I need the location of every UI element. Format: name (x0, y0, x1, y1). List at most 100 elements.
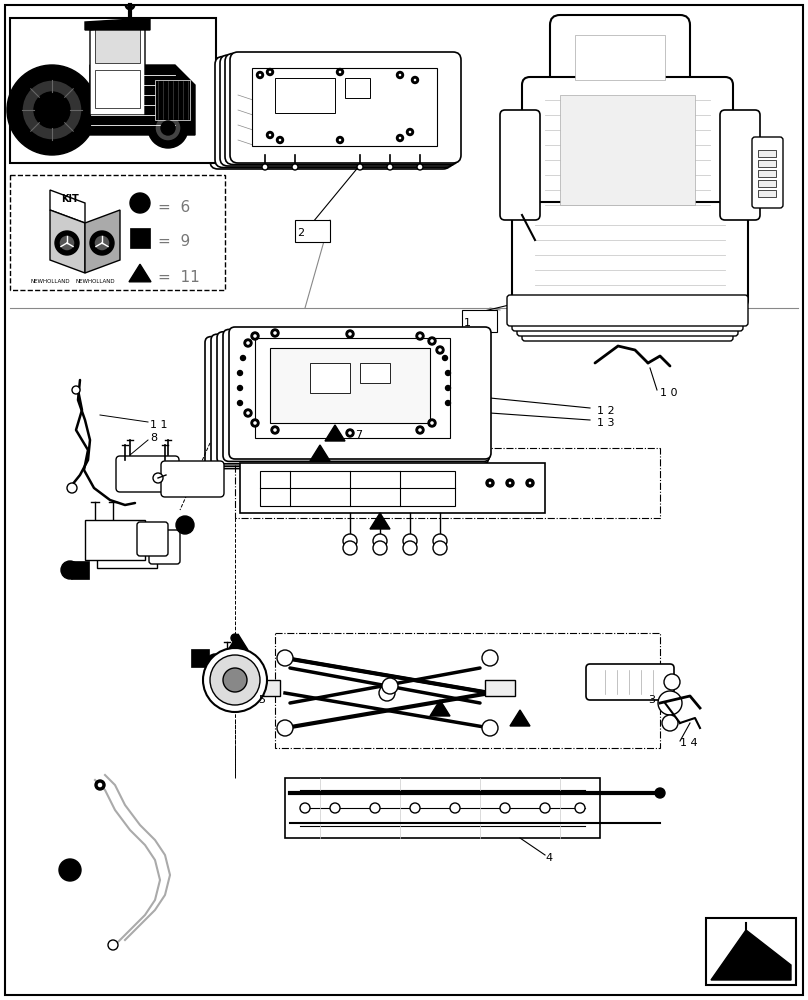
Bar (575, 35, 665, 80)
Bar (97, 528, 157, 568)
Bar (130, 228, 150, 248)
Circle shape (130, 193, 150, 213)
Polygon shape (510, 710, 530, 726)
Bar (270, 348, 430, 423)
FancyBboxPatch shape (512, 202, 748, 308)
Polygon shape (228, 634, 248, 650)
Polygon shape (285, 778, 600, 838)
Circle shape (90, 231, 114, 255)
Polygon shape (310, 445, 330, 461)
Bar (255, 338, 450, 438)
FancyBboxPatch shape (161, 461, 224, 497)
Bar (345, 78, 370, 98)
Circle shape (292, 164, 298, 170)
Text: 4: 4 (545, 853, 552, 863)
FancyBboxPatch shape (205, 337, 486, 469)
Circle shape (411, 77, 419, 84)
FancyBboxPatch shape (137, 522, 168, 556)
Text: 1 1: 1 1 (150, 420, 167, 430)
Circle shape (528, 481, 532, 485)
Circle shape (338, 138, 342, 142)
Circle shape (95, 780, 105, 790)
FancyBboxPatch shape (507, 295, 748, 326)
Bar (155, 80, 190, 120)
Circle shape (251, 419, 259, 427)
Circle shape (153, 473, 163, 483)
Bar (252, 68, 437, 146)
Circle shape (244, 409, 252, 417)
Circle shape (397, 134, 403, 141)
Circle shape (271, 329, 279, 337)
Circle shape (330, 803, 340, 813)
Circle shape (443, 356, 448, 360)
Bar (310, 363, 350, 393)
Circle shape (387, 164, 393, 170)
Circle shape (241, 356, 246, 360)
Circle shape (231, 634, 239, 642)
Circle shape (238, 400, 242, 406)
Circle shape (410, 803, 420, 813)
Circle shape (210, 655, 260, 705)
FancyBboxPatch shape (211, 334, 487, 466)
Circle shape (252, 334, 258, 338)
FancyBboxPatch shape (220, 55, 456, 166)
Circle shape (655, 788, 665, 798)
Circle shape (433, 534, 447, 548)
FancyBboxPatch shape (229, 327, 491, 459)
Circle shape (238, 385, 242, 390)
Circle shape (382, 678, 398, 694)
Text: 8: 8 (150, 433, 157, 443)
Circle shape (347, 430, 352, 436)
Circle shape (268, 70, 272, 74)
FancyBboxPatch shape (586, 664, 674, 700)
Circle shape (155, 115, 181, 141)
Circle shape (437, 348, 443, 353)
FancyBboxPatch shape (752, 137, 783, 208)
FancyBboxPatch shape (149, 530, 180, 564)
Text: =  11: = 11 (158, 269, 200, 284)
Bar (758, 190, 776, 197)
Circle shape (272, 428, 277, 432)
Polygon shape (90, 65, 195, 135)
Circle shape (417, 164, 423, 170)
Circle shape (7, 65, 97, 155)
Bar (260, 471, 455, 506)
Circle shape (262, 164, 268, 170)
Bar (560, 95, 695, 205)
Circle shape (338, 70, 342, 74)
Bar (360, 363, 390, 383)
Circle shape (436, 346, 444, 354)
Circle shape (271, 426, 279, 434)
Bar (95, 28, 140, 63)
FancyBboxPatch shape (215, 56, 453, 167)
Circle shape (658, 691, 682, 715)
Circle shape (272, 330, 277, 336)
Circle shape (357, 164, 363, 170)
Circle shape (406, 128, 414, 135)
Circle shape (662, 715, 678, 731)
Circle shape (482, 650, 498, 666)
Bar (10, 175, 225, 290)
FancyBboxPatch shape (116, 456, 179, 492)
Circle shape (251, 332, 259, 340)
Circle shape (373, 534, 387, 548)
Circle shape (430, 338, 435, 344)
Circle shape (34, 92, 70, 128)
Text: 1 4: 1 4 (680, 738, 697, 748)
Bar (250, 680, 280, 696)
Circle shape (252, 420, 258, 426)
Text: =  6: = 6 (158, 200, 190, 215)
Bar (758, 150, 776, 157)
Polygon shape (50, 210, 85, 273)
Circle shape (277, 720, 293, 736)
Polygon shape (325, 425, 345, 441)
Text: 1 3: 1 3 (597, 418, 615, 428)
Text: 1 0: 1 0 (660, 388, 677, 398)
Circle shape (370, 803, 380, 813)
Circle shape (450, 803, 460, 813)
Circle shape (94, 235, 110, 251)
Text: 7: 7 (355, 430, 362, 440)
Circle shape (276, 136, 284, 143)
FancyBboxPatch shape (512, 300, 743, 331)
Circle shape (55, 231, 79, 255)
